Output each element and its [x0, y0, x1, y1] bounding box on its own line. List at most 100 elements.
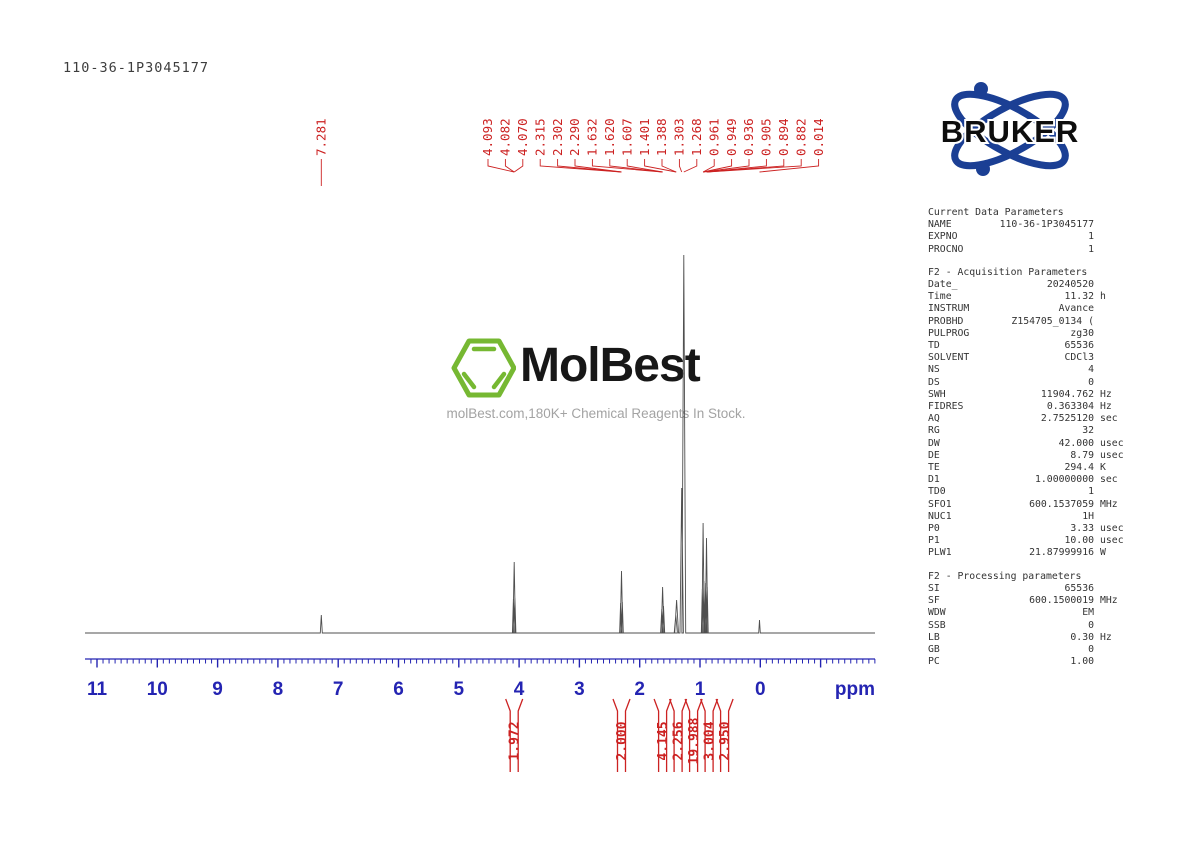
integral-value-label: 4.145 — [656, 721, 671, 760]
param-label: PLW1 — [928, 547, 952, 559]
param-label: GB — [928, 643, 940, 655]
param-unit: usec — [1100, 523, 1124, 535]
peak-leader-line — [504, 159, 515, 173]
params-section-title: F2 - Processing parameters — [928, 570, 1082, 582]
param-label: PROCNO — [928, 243, 964, 255]
molbest-tagline: molBest.com,180K+ Chemical Reagents In S… — [446, 406, 746, 421]
param-value: 42.000 — [1058, 437, 1094, 449]
param-label: DS — [928, 376, 940, 388]
param-unit: MHz — [1100, 595, 1118, 607]
axis-tick-label: 1 — [695, 679, 706, 700]
param-value: EM — [1082, 607, 1094, 619]
axis-unit-label: ppm — [835, 679, 875, 700]
param-row: RG 32 — [928, 425, 1138, 437]
param-value: 1.00000000 — [1035, 474, 1094, 486]
param-row: PROCNO 1 — [928, 244, 1138, 256]
peak-shift-labels: 7.281 4.093 4.082 4.070 2.315 2.302 2.290 1.632… — [314, 118, 826, 156]
peak-leader-line — [487, 159, 515, 173]
param-label: NAME — [928, 219, 952, 231]
param-unit: W — [1100, 547, 1106, 559]
param-row: D1 1.00000000 sec — [928, 474, 1138, 486]
parameters-panel: Current Data Parameters NAME 110-36-1P3045… — [928, 207, 1138, 668]
param-value: 2.7525120 — [1040, 413, 1094, 425]
param-value: 1 — [1088, 243, 1094, 255]
param-row: SOLVENT CDCl3 — [928, 352, 1138, 364]
peak-shift-label: 1.607 — [619, 118, 634, 156]
param-value: 1H — [1082, 510, 1094, 522]
param-label: TD — [928, 340, 940, 352]
peak-shift-label: 0.014 — [811, 118, 826, 156]
params-section-title: Current Data Parameters — [928, 207, 1064, 218]
benzene-hexagon-icon — [451, 338, 516, 398]
peak-leader-line — [591, 159, 663, 173]
peak-shift-label: 1.388 — [654, 118, 669, 156]
integral-value-label: 2.000 — [615, 721, 630, 760]
axis-tick-label: 7 — [333, 679, 344, 700]
param-label: EXPNO — [928, 231, 958, 243]
param-value: 8.79 — [1070, 449, 1094, 461]
param-row: EXPNO 1 — [928, 231, 1138, 243]
param-value: 1 — [1088, 231, 1094, 243]
param-value: 600.1537059 — [1029, 498, 1094, 510]
bruker-wordmark: BRUKER — [941, 114, 1080, 149]
integral-bracket — [653, 698, 672, 772]
param-value: 20240520 — [1046, 279, 1094, 291]
integral-brackets: 1.972 2.000 4.145 2.256 19.988 3.004 2.950 — [505, 698, 734, 772]
param-row: INSTRUM Avance — [928, 303, 1138, 315]
axis-tick-label: 2 — [634, 679, 645, 700]
peak-leader-line — [703, 159, 750, 173]
peak-shift-label: 1.401 — [637, 118, 652, 156]
axis-tick-label: 10 — [147, 679, 168, 700]
param-row: P1 10.00 usec — [928, 535, 1138, 547]
peak-leader-line — [706, 159, 802, 173]
axis-tick-label: 9 — [212, 679, 223, 700]
peak-shift-label: 4.070 — [515, 118, 530, 156]
peak-leader-line — [644, 159, 677, 173]
param-row: PLW1 21.87999916 W — [928, 547, 1138, 559]
integral-bracket — [668, 698, 688, 772]
param-label: SOLVENT — [928, 352, 970, 364]
param-row: AQ 2.7525120 sec — [928, 413, 1138, 425]
molbest-wordmark: MolBest — [520, 339, 701, 392]
sample-id-title: 110-36-1P3045177 — [63, 60, 210, 76]
param-value: 1 — [1088, 486, 1094, 498]
param-label: SI — [928, 582, 940, 594]
param-label: Time — [928, 291, 952, 303]
param-row: FIDRES 0.363304 Hz — [928, 401, 1138, 413]
axis-tick-label: 5 — [454, 679, 465, 700]
param-unit: sec — [1100, 413, 1118, 425]
param-row: LB 0.30 Hz — [928, 632, 1138, 644]
param-unit: h — [1100, 291, 1106, 303]
param-label: SF — [928, 595, 940, 607]
param-row: DE 8.79 usec — [928, 450, 1138, 462]
bruker-orbits-icon — [951, 82, 1069, 176]
param-label: TD0 — [928, 486, 946, 498]
param-label: SWH — [928, 388, 946, 400]
param-row: PC 1.00 — [928, 656, 1138, 668]
peak-leader-line — [574, 159, 622, 173]
peak-leader-line — [513, 159, 524, 173]
peak-leader-line — [557, 159, 622, 173]
param-row: TE 294.4 K — [928, 462, 1138, 474]
integral-value-label: 3.004 — [703, 721, 718, 760]
param-value: Z154705_0134 ( — [1011, 315, 1094, 327]
param-unit: usec — [1100, 449, 1124, 461]
param-value: zg30 — [1070, 327, 1094, 339]
param-label: D1 — [928, 474, 940, 486]
param-row: NS 4 — [928, 364, 1138, 376]
param-value: 600.1500019 — [1029, 595, 1094, 607]
param-value: 0 — [1088, 619, 1094, 631]
peak-shift-label: 1.268 — [689, 118, 704, 156]
peak-leader-line — [702, 159, 715, 173]
bruker-logo: BRUKER — [920, 80, 1100, 190]
integral-bracket — [505, 698, 524, 772]
param-row: NUC1 1H — [928, 511, 1138, 523]
param-value: 0 — [1088, 643, 1094, 655]
param-value: 4 — [1088, 364, 1094, 376]
param-value: 11.32 — [1064, 291, 1095, 303]
peak-leader-line — [661, 159, 677, 173]
param-row: Time 11.32 h — [928, 291, 1138, 303]
param-value: 1.00 — [1070, 656, 1094, 668]
peak-shift-label: 2.302 — [550, 118, 565, 156]
